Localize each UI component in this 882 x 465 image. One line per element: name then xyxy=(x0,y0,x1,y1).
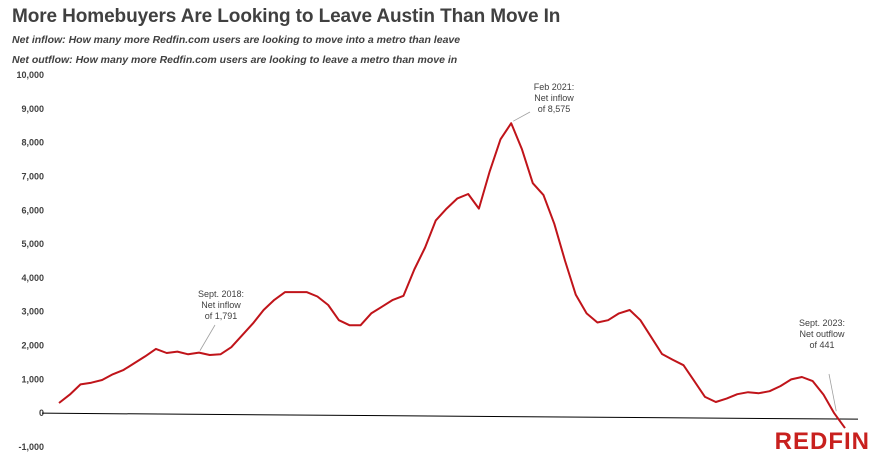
annotation-label: Net inflow xyxy=(534,93,574,103)
annotation-label: Net outflow xyxy=(799,329,845,339)
zero-baseline xyxy=(41,412,859,420)
annotation-label: of 441 xyxy=(809,340,834,350)
chart-subtitle-outflow: Net outflow: How many more Redfin.com us… xyxy=(12,54,458,66)
y-tick-label: 5,000 xyxy=(21,239,44,249)
y-tick-label: 0 xyxy=(39,408,44,418)
y-tick-label: 8,000 xyxy=(21,138,44,148)
annotation-label: of 8,575 xyxy=(538,104,571,114)
chart-subtitle-inflow: Net inflow: How many more Redfin.com use… xyxy=(12,34,461,46)
annotation-label: Sept. 2023: xyxy=(799,318,845,328)
annotation-leader-line xyxy=(513,111,531,122)
series-line xyxy=(58,122,846,429)
annotation-leader-line xyxy=(199,324,216,351)
annotation-label: Sept. 2018: xyxy=(198,289,244,299)
y-tick-label: 2,000 xyxy=(21,341,44,351)
annotation-leader-line xyxy=(828,373,837,412)
y-tick-label: 6,000 xyxy=(21,205,44,215)
y-tick-label: 9,000 xyxy=(21,104,44,114)
redfin-logo: REDFIN xyxy=(774,428,870,455)
annotation-label: Feb 2021: xyxy=(534,82,575,92)
y-tick-label: 1,000 xyxy=(21,374,44,384)
chart-title: More Homebuyers Are Looking to Leave Aus… xyxy=(12,6,561,27)
y-tick-label: 3,000 xyxy=(21,307,44,317)
y-tick-label: 7,000 xyxy=(21,171,44,181)
y-tick-label: -1,000 xyxy=(18,442,44,452)
annotation-label: Net inflow xyxy=(201,300,241,310)
y-tick-label: 10,000 xyxy=(16,70,44,80)
annotation-label: of 1,791 xyxy=(205,311,238,321)
y-tick-label: 4,000 xyxy=(21,273,44,283)
